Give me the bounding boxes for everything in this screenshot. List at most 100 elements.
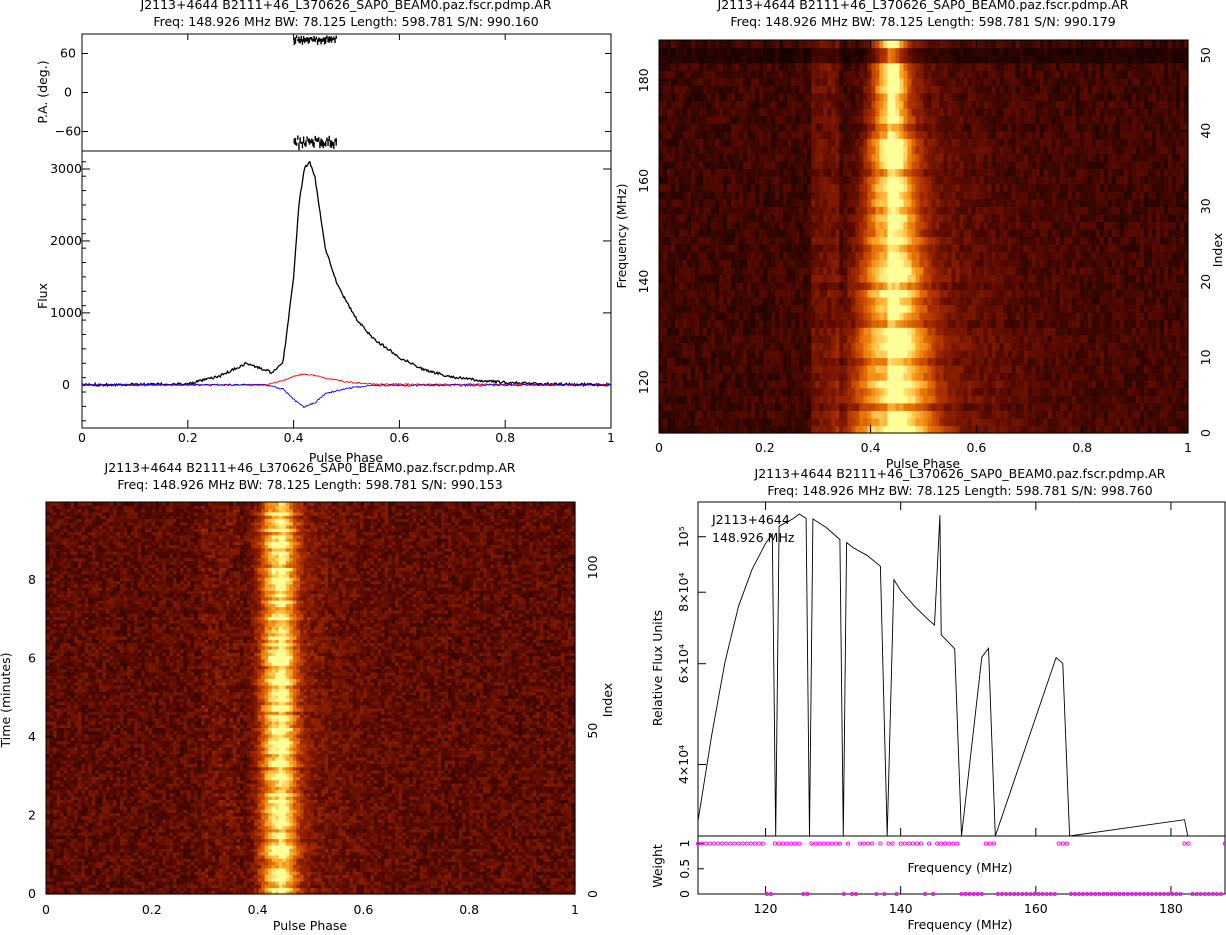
heatmap-cell: [911, 266, 917, 275]
heatmap-cell: [815, 327, 820, 336]
heatmap-cell: [819, 183, 824, 192]
heatmap-cell: [1075, 168, 1081, 177]
heatmap-cell: [1071, 402, 1077, 411]
heatmap-cell: [727, 228, 732, 238]
heatmap-cell: [1111, 206, 1117, 215]
heatmap-cell: [1135, 281, 1141, 291]
heatmap-cell: [695, 395, 700, 404]
heatmap-cell: [687, 304, 692, 313]
flux-ytick-label: 2000: [50, 233, 82, 248]
heatmap-cell: [791, 387, 796, 396]
heatmap-cell: [1007, 372, 1013, 381]
heatmap-cell: [1031, 410, 1037, 419]
heatmap-cell: [1039, 259, 1045, 268]
heatmap-cell: [799, 395, 804, 404]
heatmap-cell: [1087, 349, 1093, 359]
heatmap-cell: [963, 357, 969, 366]
heatmap-cell: [1039, 213, 1045, 222]
heatmap-cell: [719, 312, 724, 321]
heatmap-cell: [783, 402, 788, 411]
heatmap-cell: [1015, 191, 1021, 200]
heatmap-cell: [891, 417, 897, 427]
heatmap-cell: [931, 387, 937, 396]
heatmap-cell: [751, 176, 756, 185]
heatmap-cell: [1179, 410, 1185, 419]
heatmap-cell: [1127, 304, 1133, 313]
heatmap-cell: [783, 244, 788, 253]
heatmap-cell: [1003, 160, 1009, 170]
heatmap-cell: [947, 319, 953, 328]
heatmap-cell: [1111, 342, 1117, 351]
heatmap-cell: [967, 334, 973, 343]
heatmap-cell: [947, 349, 953, 359]
heatmap-cell: [667, 312, 672, 321]
heatmap-cell: [1019, 410, 1025, 419]
heatmap-cell: [1003, 296, 1009, 306]
heatmap-cell: [807, 191, 812, 200]
heatmap-cell: [727, 153, 732, 162]
heatmap-cell: [915, 425, 921, 434]
heatmap-cell: [1131, 387, 1137, 396]
heatmap-cell: [823, 312, 828, 321]
heatmap-cell: [1119, 402, 1125, 411]
heatmap-cell: [659, 274, 664, 283]
heatmap-cell: [847, 236, 852, 245]
heatmap-cell: [663, 259, 668, 268]
heatmap-cell: [723, 281, 728, 291]
heatmap-cell: [1131, 168, 1137, 177]
heatmap-cell: [951, 221, 957, 230]
heatmap-cell: [831, 206, 836, 215]
heatmap-cell: [1035, 281, 1041, 291]
heatmap-cell: [1099, 417, 1105, 427]
heatmap-cell: [827, 402, 832, 411]
heatmap-cell: [751, 364, 756, 374]
heatmap-cell: [899, 259, 905, 268]
heatmap-cell: [951, 168, 957, 177]
heatmap-cell: [795, 364, 800, 374]
heatmap-cell: [1119, 221, 1125, 230]
heatmap-cell: [719, 342, 724, 351]
heatmap-cell: [947, 183, 953, 192]
heatmap-cell: [971, 168, 977, 177]
heatmap-cell: [775, 334, 780, 343]
heatmap-cell: [711, 364, 716, 374]
heatmap-cell: [1007, 176, 1013, 185]
heatmap-cell: [659, 380, 664, 389]
heatmap-cell: [875, 176, 881, 185]
heatmap-cell: [1083, 364, 1089, 374]
heatmap-cell: [1135, 259, 1141, 268]
heatmap-cell: [1175, 281, 1181, 291]
heatmap-cell: [831, 153, 836, 162]
heatmap-cell: [999, 334, 1005, 343]
heatmap-cell: [831, 198, 836, 207]
heatmap-cell: [851, 402, 856, 411]
heatmap-cell: [811, 281, 816, 291]
heatmap-cell: [1087, 244, 1093, 253]
heatmap-cell: [1111, 402, 1117, 411]
heatmap-cell: [891, 410, 897, 419]
heatmap-cell: [871, 228, 877, 238]
heatmap-cell: [1015, 387, 1021, 396]
heatmap-cell: [727, 236, 732, 245]
heatmap-cell: [1111, 281, 1117, 291]
heatmap-cell: [959, 296, 965, 306]
heatmap-cell: [919, 349, 925, 359]
heatmap-cell: [987, 395, 993, 404]
heatmap-cell: [751, 410, 756, 419]
heatmap-cell: [707, 168, 712, 177]
heatmap-cell: [911, 198, 917, 207]
heatmap-cell: [1139, 425, 1145, 434]
heatmap-cell: [999, 191, 1005, 200]
heatmap-cell: [959, 266, 965, 275]
heatmap-cell: [1075, 342, 1081, 351]
heatmap-cell: [1179, 357, 1185, 366]
heatmap-cell: [959, 274, 965, 283]
heatmap-cell: [895, 168, 901, 177]
heatmap-cell: [843, 364, 848, 374]
heatmap-cell: [699, 281, 704, 291]
heatmap-cell: [1135, 206, 1141, 215]
heatmap-cell: [883, 266, 889, 275]
heatmap-cell: [1119, 425, 1125, 434]
heatmap-cell: [1091, 349, 1097, 359]
heatmap-cell: [855, 402, 860, 411]
